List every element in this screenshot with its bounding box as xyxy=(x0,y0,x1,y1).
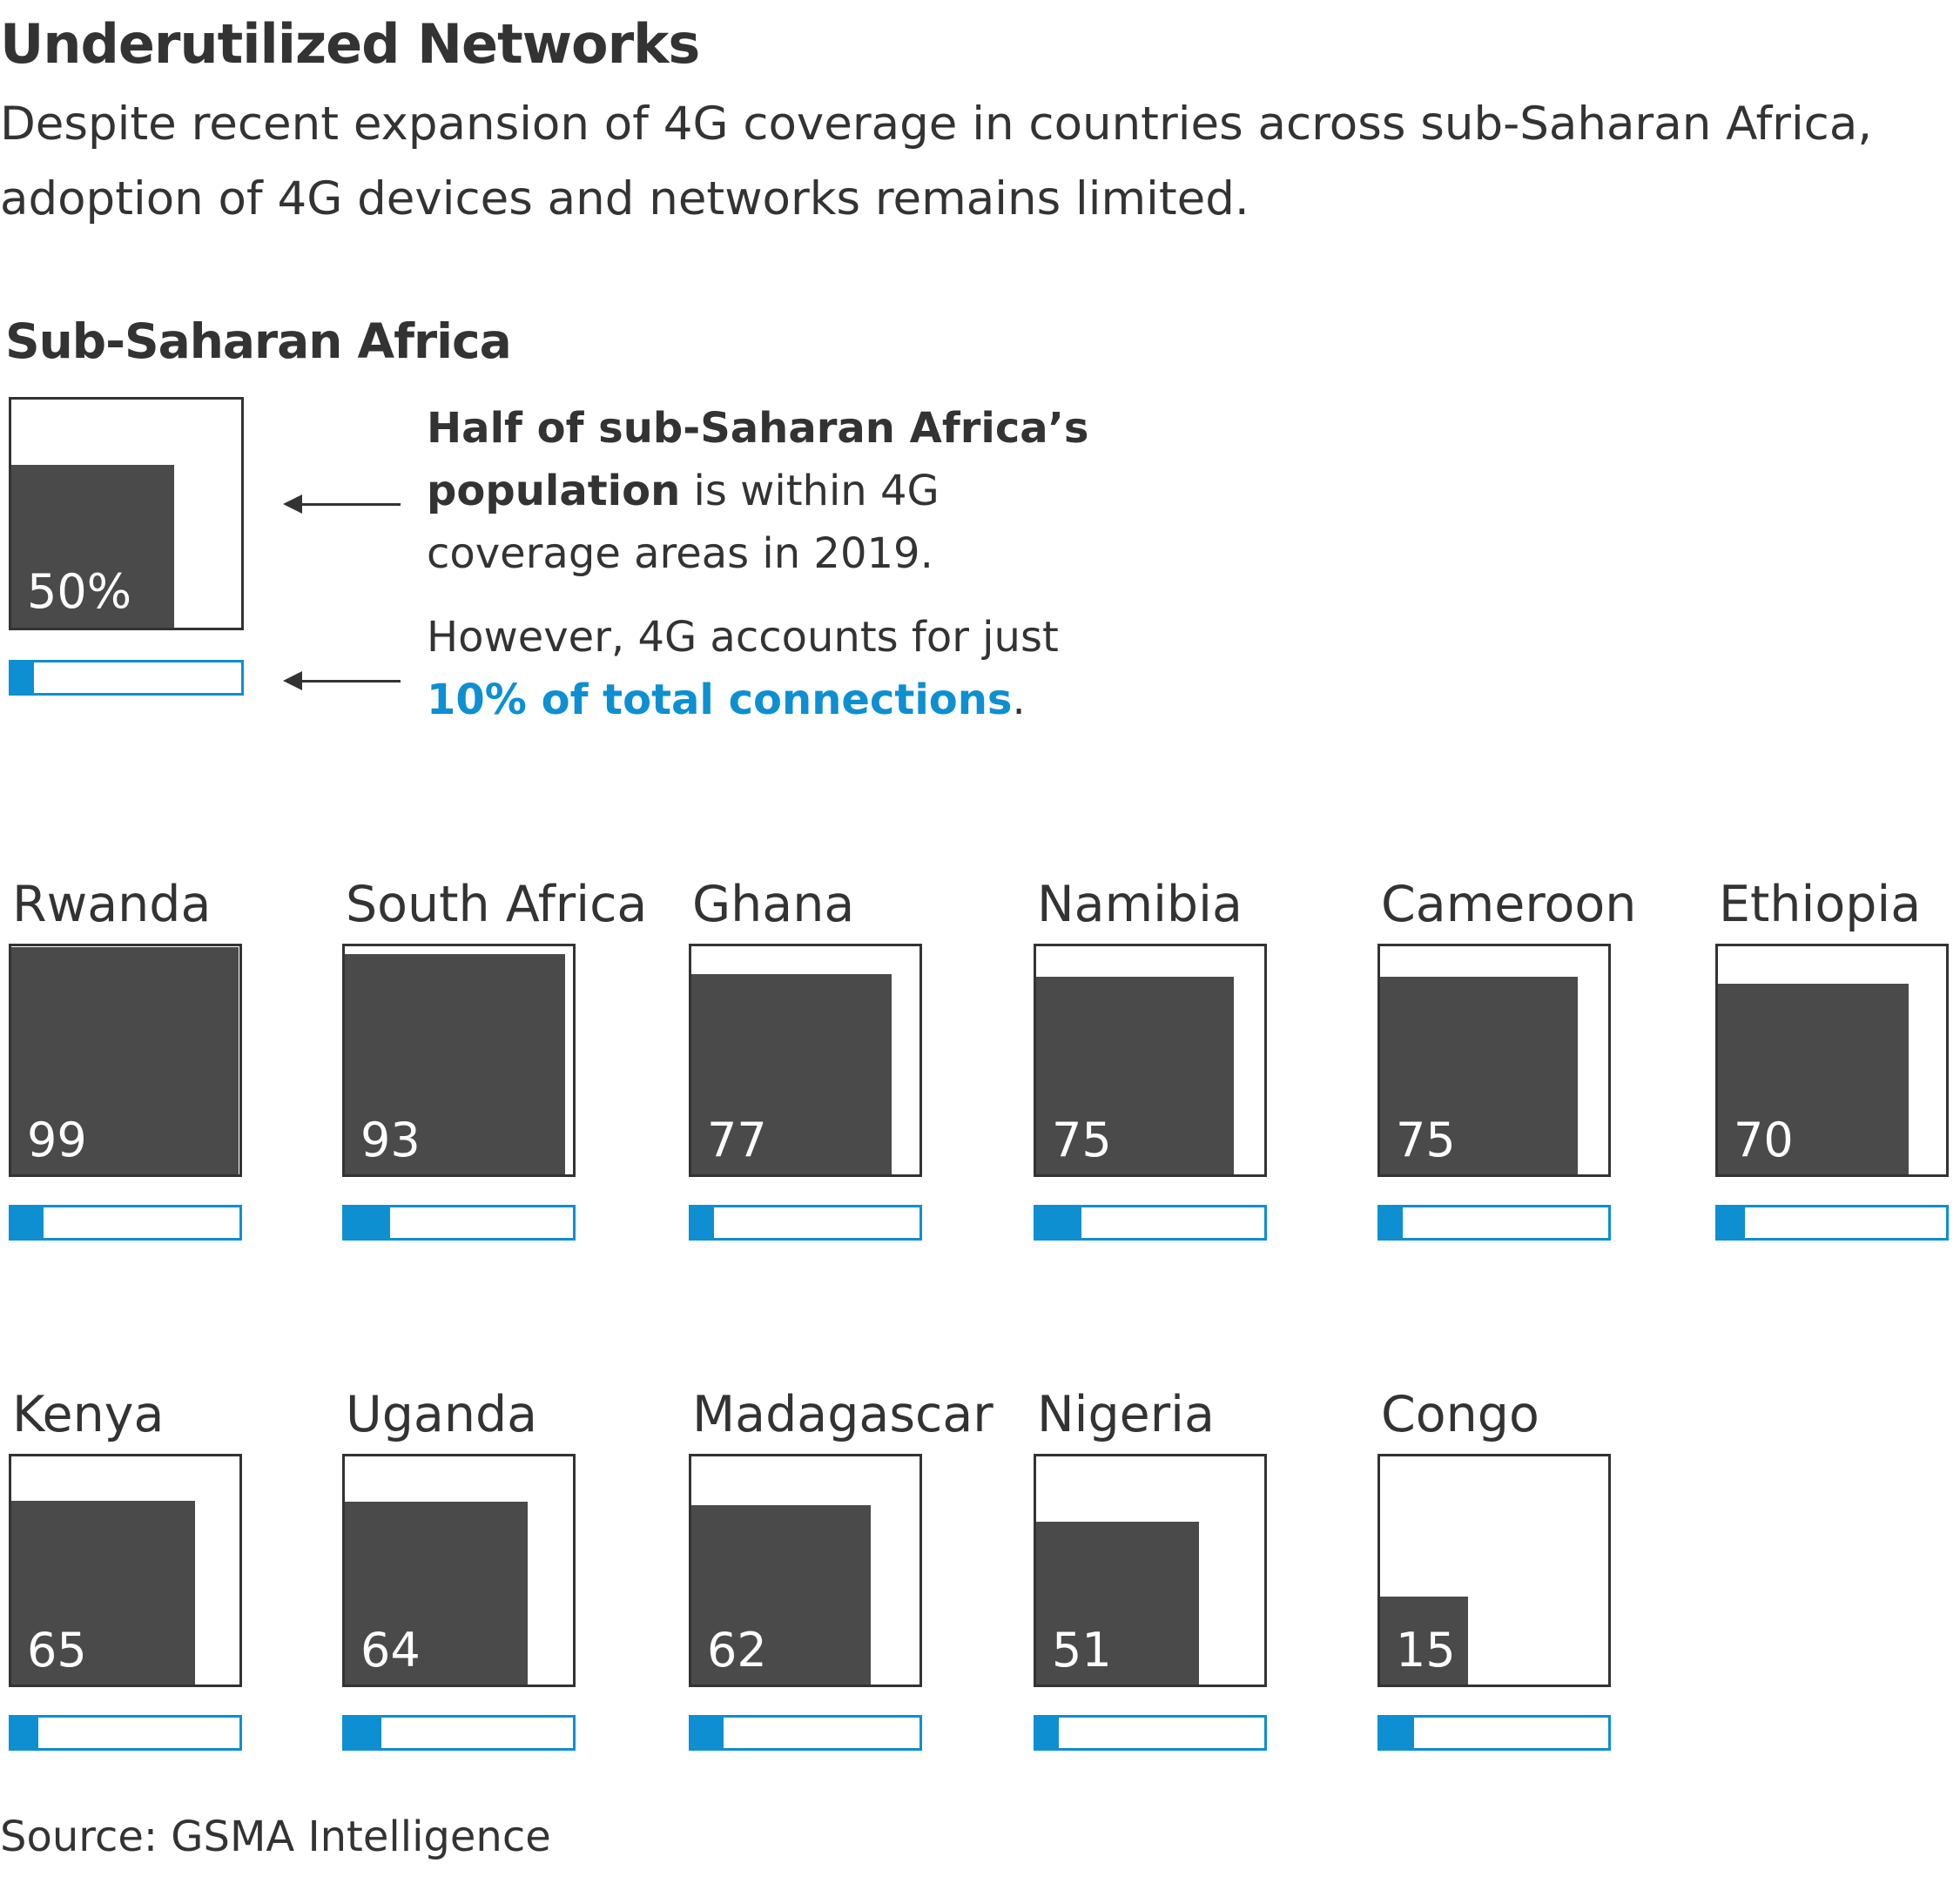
connections-fill-kenya xyxy=(11,1718,39,1748)
annotation-coverage-rest: is within 4G coverage areas in 2019. xyxy=(427,467,940,578)
coverage-fill-ethiopia xyxy=(1718,983,1909,1174)
region-title: Sub-Saharan Africa xyxy=(5,313,512,369)
coverage-value-uganda: 64 xyxy=(360,1623,421,1678)
annotation-connections: However, 4G accounts for just 10% of tot… xyxy=(427,606,1106,731)
coverage-value-south-africa: 93 xyxy=(360,1113,421,1167)
coverage-fill-cameroon xyxy=(1380,977,1578,1174)
arrow-connections xyxy=(300,680,401,683)
annotation-connections-tail: . xyxy=(1012,676,1026,724)
coverage-value-ethiopia: 70 xyxy=(1734,1113,1794,1167)
coverage-box-madagascar: 62 xyxy=(689,1454,922,1687)
coverage-value-rwanda: 99 xyxy=(27,1113,87,1167)
connections-bar-rwanda xyxy=(9,1205,242,1241)
coverage-fill-congo xyxy=(1380,1596,1469,1685)
connections-bar-namibia xyxy=(1034,1205,1267,1241)
country-label-rwanda: Rwanda xyxy=(12,876,212,933)
coverage-value-nigeria: 51 xyxy=(1052,1623,1112,1678)
country-label-namibia: Namibia xyxy=(1037,876,1243,933)
region-coverage-value: 50% xyxy=(27,564,132,619)
country-label-uganda: Uganda xyxy=(346,1386,538,1443)
connections-bar-uganda xyxy=(342,1715,576,1751)
connections-fill-ghana xyxy=(691,1207,715,1238)
connections-fill-ethiopia xyxy=(1718,1207,1746,1238)
connections-bar-nigeria xyxy=(1034,1715,1267,1751)
coverage-box-rwanda: 99 xyxy=(9,944,242,1177)
chart-title: Underutilized Networks xyxy=(0,12,700,76)
annotation-connections-lead: However, 4G accounts for just xyxy=(427,613,1059,662)
connections-bar-cameroon xyxy=(1377,1205,1611,1241)
chart-subtitle: Despite recent expansion of 4G coverage … xyxy=(0,98,1873,225)
coverage-value-ghana: 77 xyxy=(707,1113,767,1167)
coverage-fill-south-africa xyxy=(345,954,565,1174)
country-label-south-africa: South Africa xyxy=(346,876,648,933)
arrow-coverage-head xyxy=(283,494,302,514)
region-coverage-box: 50% xyxy=(9,397,244,630)
region-connections-fill xyxy=(11,662,35,693)
connections-bar-ethiopia xyxy=(1715,1205,1949,1241)
coverage-box-ghana: 77 xyxy=(689,944,922,1177)
connections-fill-south-africa xyxy=(345,1207,391,1238)
connections-bar-madagascar xyxy=(689,1715,922,1751)
connections-bar-south-africa xyxy=(342,1205,576,1241)
coverage-value-cameroon: 75 xyxy=(1396,1113,1456,1167)
connections-fill-uganda xyxy=(345,1718,381,1748)
coverage-value-congo: 15 xyxy=(1396,1623,1456,1678)
coverage-box-namibia: 75 xyxy=(1034,944,1267,1177)
annotation-coverage-bold: Half of sub-Saharan Africa’s population xyxy=(427,404,1089,515)
connections-bar-congo xyxy=(1377,1715,1611,1751)
arrow-coverage xyxy=(300,503,401,506)
region-coverage-fill xyxy=(11,465,174,628)
country-label-congo: Congo xyxy=(1381,1386,1539,1443)
coverage-fill-namibia xyxy=(1036,977,1234,1174)
coverage-value-kenya: 65 xyxy=(27,1623,87,1678)
coverage-fill-rwanda xyxy=(11,947,239,1174)
connections-fill-namibia xyxy=(1036,1207,1082,1238)
country-label-nigeria: Nigeria xyxy=(1037,1386,1215,1443)
coverage-box-uganda: 64 xyxy=(342,1454,576,1687)
annotation-connections-highlight: 10% of total connections xyxy=(427,676,1013,724)
country-label-ethiopia: Ethiopia xyxy=(1719,876,1922,933)
connections-bar-ghana xyxy=(689,1205,922,1241)
coverage-fill-kenya xyxy=(11,1500,196,1685)
arrow-connections-head xyxy=(283,671,302,690)
coverage-box-south-africa: 93 xyxy=(342,944,576,1177)
coverage-fill-uganda xyxy=(345,1502,528,1685)
country-label-cameroon: Cameroon xyxy=(1381,876,1637,933)
country-label-madagascar: Madagascar xyxy=(692,1386,993,1443)
connections-bar-kenya xyxy=(9,1715,242,1751)
coverage-box-ethiopia: 70 xyxy=(1715,944,1949,1177)
coverage-box-nigeria: 51 xyxy=(1034,1454,1267,1687)
coverage-value-madagascar: 62 xyxy=(707,1623,767,1678)
connections-fill-cameroon xyxy=(1380,1207,1404,1238)
source-note: Source: GSMA Intelligence xyxy=(0,1812,551,1861)
coverage-box-cameroon: 75 xyxy=(1377,944,1611,1177)
connections-fill-rwanda xyxy=(11,1207,44,1238)
coverage-box-congo: 15 xyxy=(1377,1454,1611,1687)
annotation-coverage: Half of sub-Saharan Africa’s population … xyxy=(427,397,1106,585)
coverage-fill-ghana xyxy=(691,974,892,1174)
coverage-fill-madagascar xyxy=(691,1504,872,1685)
connections-fill-congo xyxy=(1380,1718,1415,1748)
connections-fill-nigeria xyxy=(1036,1718,1060,1748)
region-connections-bar xyxy=(9,660,244,696)
coverage-box-kenya: 65 xyxy=(9,1454,242,1687)
country-label-kenya: Kenya xyxy=(12,1386,165,1443)
connections-fill-madagascar xyxy=(691,1718,724,1748)
coverage-value-namibia: 75 xyxy=(1052,1113,1112,1167)
coverage-fill-nigeria xyxy=(1036,1521,1200,1685)
country-label-ghana: Ghana xyxy=(692,876,855,933)
